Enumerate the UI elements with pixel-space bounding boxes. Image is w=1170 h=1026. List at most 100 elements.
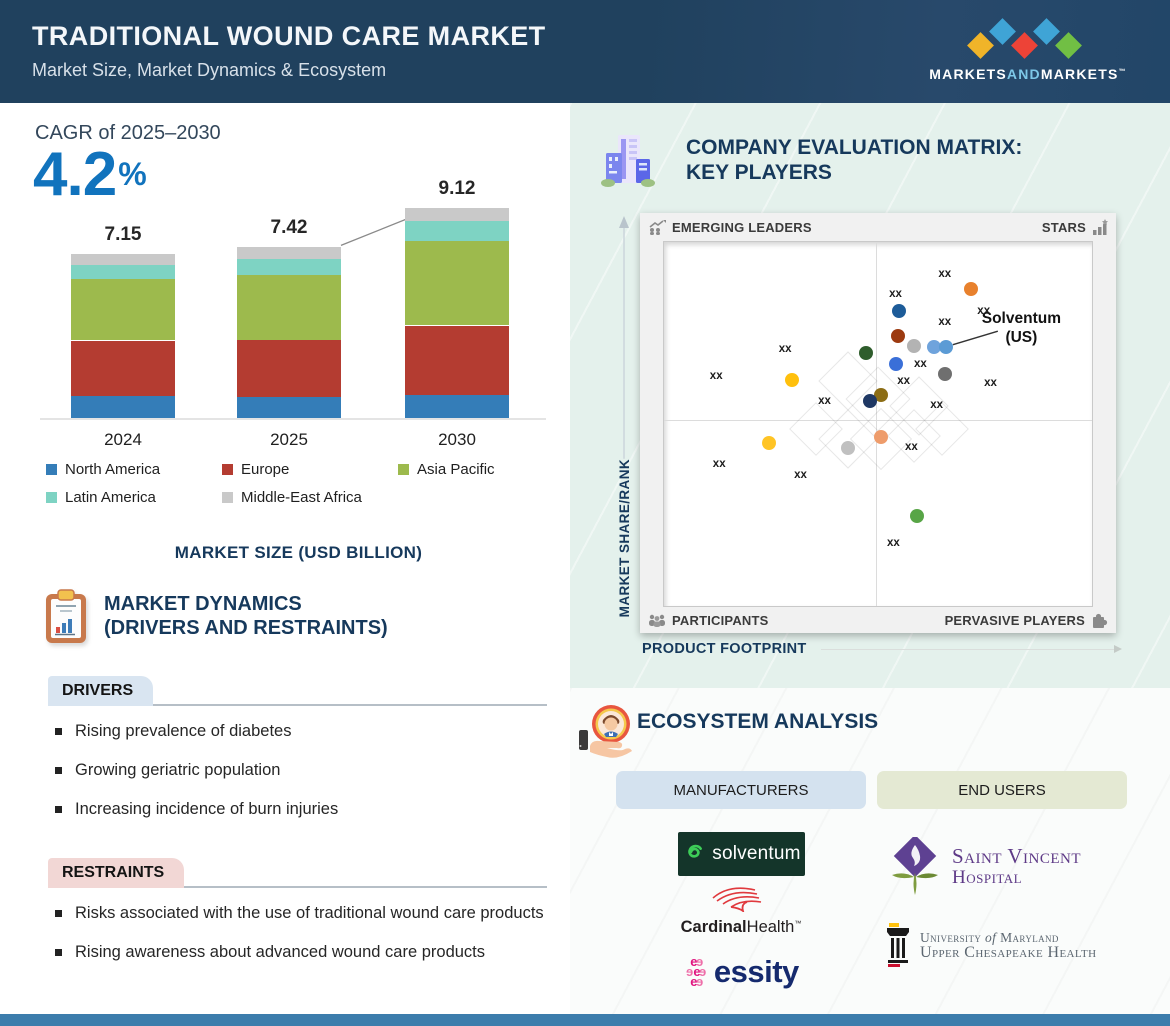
- matrix-dot: [863, 393, 878, 408]
- matrix-dot: [906, 338, 921, 353]
- market-dynamics-title: MARKET DYNAMICS (DRIVERS AND RESTRAINTS): [104, 592, 388, 640]
- market-dynamics-title-line1: MARKET DYNAMICS: [104, 593, 302, 615]
- bar-segment-middle-east-africa: [237, 247, 341, 259]
- company-placeholder-label: xx: [938, 315, 952, 328]
- ecosystem-hand-person-icon: [579, 705, 632, 758]
- logo-tm: ™: [1118, 68, 1127, 76]
- chart-legend: North America Europe Asia Pacific Latin Ame…: [46, 461, 574, 506]
- y-axis-arrow: [619, 215, 629, 459]
- quadrant-participants: PARTICIPANTS: [648, 613, 769, 628]
- company-placeholder-label: xx: [984, 376, 997, 389]
- umd-line2: Upper Chesapeake Health: [920, 944, 1097, 961]
- restraints-tab-row: RESTRAINTS: [48, 858, 547, 888]
- x-axis-label: PRODUCT FOOTPRINT: [642, 641, 807, 657]
- saint-vincent-wordmark: Saint Vincent Hospital: [952, 845, 1081, 889]
- saint-vincent-hospital-logo: Saint Vincent Hospital: [888, 833, 1098, 901]
- legend-item: North America: [46, 461, 222, 478]
- company-placeholder-label: xx: [904, 440, 918, 453]
- legend-swatch: [398, 464, 409, 475]
- end-users-header: END USERS: [877, 771, 1127, 809]
- quadrant-label: PERVASIVE PLAYERS: [944, 612, 1085, 628]
- header-banner: TRADITIONAL WOUND CARE MARKET Market Siz…: [0, 0, 1170, 103]
- marketsandmarkets-logo: MARKETSANDMARKETS™: [929, 12, 1125, 92]
- square-bullet-icon: [55, 949, 62, 956]
- square-bullet-icon: [55, 767, 62, 774]
- list-item: Risks associated with the use of traditi…: [55, 902, 550, 924]
- umd-word-maryland: Maryland: [1000, 930, 1059, 945]
- bar-category-label: 2025: [270, 430, 308, 449]
- drivers-tab-row: DRIVERS: [48, 676, 547, 706]
- list-item-text: Risks associated with the use of traditi…: [75, 904, 544, 922]
- company-placeholder-label: xx: [913, 357, 927, 370]
- matrix-plot-area: Solventum (US) xx xx xx xx xx xx xx xx xx xx xx xx x…: [663, 241, 1093, 607]
- quadrant-emerging-leaders: EMERGING LEADERS: [648, 219, 812, 235]
- diamond-blue-icon: [989, 18, 1016, 45]
- bar-category-label: 2030: [438, 430, 476, 449]
- ecosystem-section: ECOSYSTEM ANALYSIS MANUFACTURERS END USE…: [570, 688, 1170, 1014]
- matrix-dot: [889, 356, 904, 371]
- square-bullet-icon: [55, 806, 62, 813]
- stars-icon: [1093, 219, 1108, 235]
- company-placeholder-label: xx: [778, 342, 792, 355]
- cardinal-health-logo: CardinalHealth™: [676, 886, 806, 944]
- list-item: Rising awareness about advanced wound ca…: [55, 941, 550, 963]
- matrix-top-strip: EMERGING LEADERS STARS: [640, 213, 1116, 241]
- company-placeholder-label: xx: [930, 399, 944, 412]
- legend-label: Asia Pacific: [417, 461, 495, 478]
- company-placeholder-label: xx: [794, 469, 807, 482]
- umd-word-of: of: [985, 930, 997, 945]
- umd-word-university: University: [920, 930, 982, 945]
- quadrant-stars: STARS: [1042, 219, 1108, 235]
- company-evaluation-section: COMPANY EVALUATION MATRIX: KEY PLAYERS E…: [570, 103, 1170, 688]
- list-item: Rising prevalence of diabetes: [55, 720, 550, 742]
- x-axis-arrow: [820, 644, 1123, 653]
- participants-icon: [649, 614, 665, 627]
- bar-segment-latin-america: [237, 259, 341, 275]
- umd-column-icon: [887, 923, 909, 967]
- umd-wordmark: University of Maryland Upper Chesapeake …: [920, 930, 1097, 961]
- emerging-leaders-icon: [649, 219, 666, 235]
- footer-bar: [0, 1014, 1170, 1026]
- umd-line1: University of Maryland: [920, 930, 1096, 945]
- bar-segment-north-america: [71, 396, 175, 418]
- logo-wordmark: MARKETSANDMARKETS™: [929, 66, 1126, 82]
- legend-item: Latin America: [46, 489, 222, 506]
- matrix-dot: [873, 430, 888, 445]
- logo-word-1: MARKETS: [929, 66, 1007, 82]
- list-item: Increasing incidence of burn injuries: [55, 798, 550, 820]
- company-placeholder-label: xx: [938, 268, 952, 281]
- solventum-annotation: Solventum (US): [964, 309, 1080, 347]
- legend-item: Asia Pacific: [398, 461, 574, 478]
- matrix-dot-solventum: [939, 339, 954, 354]
- page-title: TRADITIONAL WOUND CARE MARKET: [32, 21, 546, 51]
- bar-segment-asia-pacific: [237, 274, 341, 340]
- company-placeholder-label: xx: [712, 458, 726, 471]
- bar-total-label: 7.15: [104, 223, 142, 245]
- chart-baseline: [40, 418, 546, 420]
- square-bullet-icon: [55, 910, 62, 917]
- company-placeholder-label: xx: [889, 287, 902, 300]
- y-axis: MARKET SHARE/RANK: [614, 215, 634, 617]
- diamond-green-icon: [1055, 32, 1082, 59]
- diamond-blue-icon: [1033, 18, 1060, 45]
- bar-segment-europe: [405, 325, 509, 395]
- legend-swatch: [46, 464, 57, 475]
- bar-total-label: 9.12: [438, 178, 476, 200]
- legend-label: Europe: [241, 461, 290, 478]
- legend-swatch: [222, 464, 233, 475]
- annotation-line2: (US): [1005, 329, 1038, 347]
- quadrant-divider-vertical: [875, 242, 877, 606]
- matrix-dot: [890, 328, 905, 343]
- diamond-red-icon: [1011, 32, 1038, 59]
- buildings-icon: [601, 135, 655, 187]
- legend-label: Latin America: [65, 489, 156, 506]
- list-item-text: Rising awareness about advanced wound ca…: [75, 943, 486, 961]
- saint-vincent-mark-icon: [892, 837, 938, 895]
- solventum-logo: solventum: [678, 832, 805, 876]
- bar-segment-asia-pacific: [71, 278, 175, 341]
- list-item-text: Growing geriatric population: [75, 761, 281, 779]
- page-subtitle: Market Size, Market Dynamics & Ecosystem: [32, 60, 387, 80]
- restraints-tab: RESTRAINTS: [48, 858, 185, 888]
